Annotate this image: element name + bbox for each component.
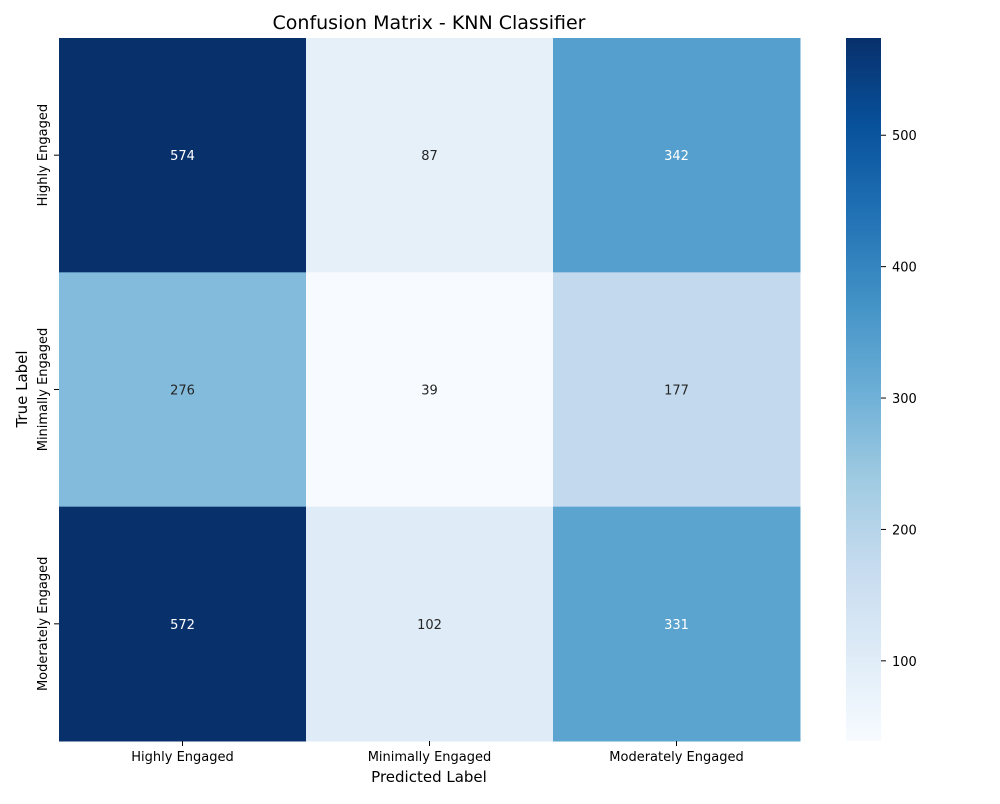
heatmap-cell	[306, 272, 554, 508]
cell-value-label: 331	[664, 618, 689, 633]
heatmap-cell	[306, 506, 554, 742]
colorbar-tick-label: 500	[892, 129, 917, 144]
cell-value-label: 102	[417, 618, 442, 633]
cell-value-label: 276	[170, 384, 195, 399]
heatmap-cell	[59, 38, 307, 273]
cell-value-label: 574	[170, 149, 195, 164]
cell-value-label: 39	[421, 384, 438, 399]
heatmap-cell	[306, 38, 554, 273]
chart-title: Confusion Matrix - KNN Classifier	[273, 12, 586, 34]
heatmap-cell	[59, 272, 307, 508]
heatmap-cell	[553, 506, 801, 742]
x-tick-label: Moderately Engaged	[609, 750, 743, 765]
colorbar-tick-label: 300	[892, 392, 917, 407]
heatmap-cells	[59, 38, 801, 742]
y-axis-label: True Label	[13, 350, 31, 428]
colorbar: 100 200 300 400 500	[846, 38, 917, 741]
y-axis: Highly Engaged Minimally Engaged Moderatel…	[36, 104, 59, 691]
x-axis: Highly Engaged Minimally Engaged Moderatel…	[131, 741, 744, 765]
y-tick-label: Minimally Engaged	[36, 328, 51, 452]
colorbar-tick-label: 200	[892, 523, 917, 538]
x-tick-label: Highly Engaged	[131, 750, 234, 765]
cell-value-label: 572	[170, 618, 195, 633]
y-tick-label: Highly Engaged	[36, 104, 51, 207]
heatmap-cell	[553, 272, 801, 508]
heatmap-cell	[553, 38, 801, 273]
x-tick-label: Minimally Engaged	[368, 750, 492, 765]
colorbar-gradient	[846, 38, 881, 741]
heatmap-cell	[59, 506, 307, 742]
x-axis-label: Predicted Label	[371, 768, 487, 786]
heatmap-cell-labels: 574 87 342 276 39 177 572 102 331	[170, 149, 689, 633]
colorbar-tick-label: 100	[892, 655, 917, 670]
colorbar-tick-label: 400	[892, 261, 917, 276]
y-tick-label: Moderately Engaged	[36, 557, 51, 691]
cell-value-label: 87	[421, 149, 438, 164]
cell-value-label: 177	[664, 384, 689, 399]
cell-value-label: 342	[664, 149, 689, 164]
